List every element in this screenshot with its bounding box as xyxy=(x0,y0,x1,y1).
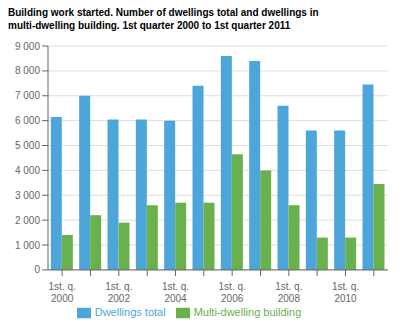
html-text:Building work started. Number: Building work started. Number of dwellin… xyxy=(8,7,319,18)
svg-text:1st. q.2008: 1st. q.2008 xyxy=(275,281,302,304)
svg-text:1st. q.2000: 1st. q.2000 xyxy=(49,281,76,304)
svg-text:1st. q.2004: 1st. q.2004 xyxy=(162,281,189,304)
svg-text:3 000: 3 000 xyxy=(15,190,40,201)
svg-text:1st. q.2002: 1st. q.2002 xyxy=(105,281,132,304)
svg-text:6 000: 6 000 xyxy=(15,115,40,126)
svg-text:0: 0 xyxy=(34,264,40,275)
svg-text:8 000: 8 000 xyxy=(15,65,40,76)
svg-text:2 000: 2 000 xyxy=(15,215,40,226)
svg-text:7 000: 7 000 xyxy=(15,90,40,101)
svg-text:1 000: 1 000 xyxy=(15,240,40,251)
html-text:Multi-dwelling building: Multi-dwelling building xyxy=(193,305,302,318)
svg-text:4 000: 4 000 xyxy=(15,165,40,176)
svg-text:1st. q.2010: 1st. q.2010 xyxy=(332,281,359,304)
html-text:Dwellings total: Dwellings total xyxy=(94,305,166,318)
html-text:multi-dwelling building. 1st q: multi-dwelling building. 1st quarter 200… xyxy=(8,20,291,31)
svg-text:1st. q.2006: 1st. q.2006 xyxy=(219,281,246,304)
svg-text:9 000: 9 000 xyxy=(15,41,40,52)
svg-text:5 000: 5 000 xyxy=(15,140,40,151)
